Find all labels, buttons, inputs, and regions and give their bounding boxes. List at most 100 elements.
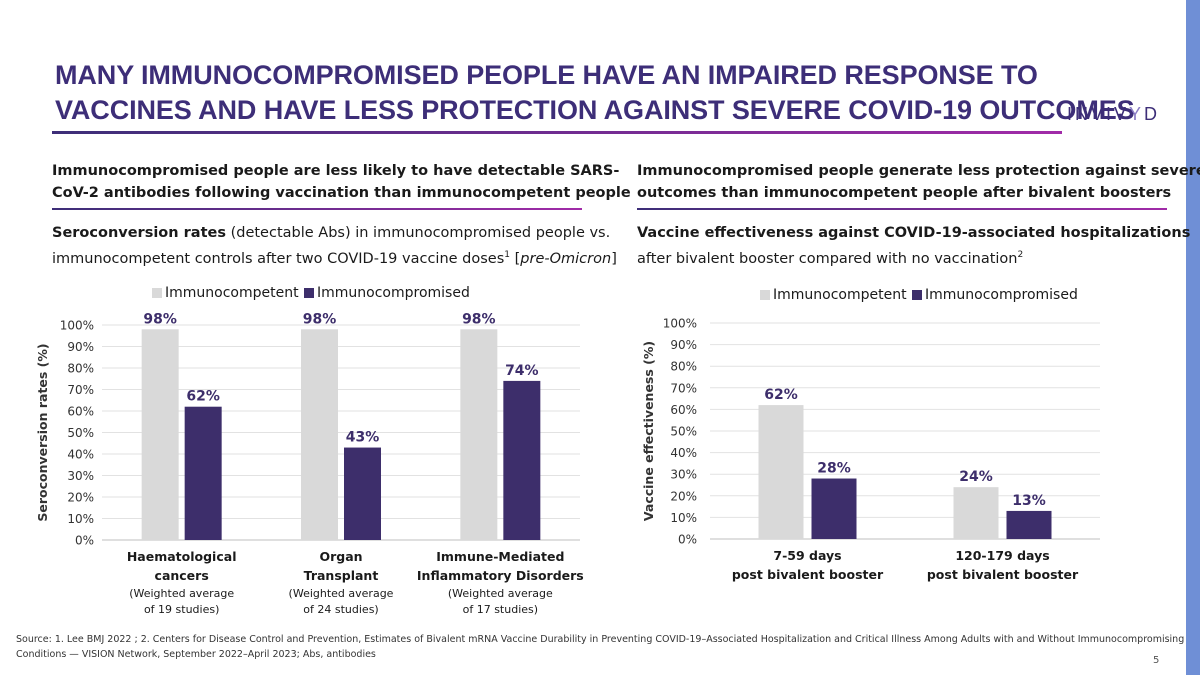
left-subheading: Immunocompromised people are less likely… — [52, 160, 631, 204]
left-chart-bar — [184, 406, 222, 540]
left-chart-category-label: Transplant — [304, 568, 379, 583]
left-chart-y-tick-label: 20% — [67, 491, 94, 505]
right-chart-y-tick-label: 100% — [663, 317, 697, 331]
logo-text-main: INVIV — [1067, 104, 1130, 124]
left-chart-y-tick-label: 30% — [67, 469, 94, 483]
source-footnote: Source: 1. Lee BMJ 2022 ; 2. Centers for… — [16, 632, 1185, 662]
right-chart-y-tick-label: 30% — [670, 468, 697, 482]
right-chart-category-label: 7-59 days — [773, 548, 841, 563]
left-chart-data-label: 43% — [346, 430, 380, 446]
left-chart-y-tick-label: 50% — [67, 426, 94, 440]
right-chart-bar — [758, 405, 804, 539]
left-chart-legend-label: Immunocompetent — [165, 285, 299, 301]
right-divider — [637, 208, 1167, 210]
logo-text-accent: Y — [1129, 104, 1145, 124]
right-chart-data-label: 13% — [1012, 493, 1046, 509]
left-chart-bar — [460, 329, 498, 540]
left-description: Seroconversion rates (detectable Abs) in… — [52, 222, 617, 270]
left-description-bold: Seroconversion rates — [52, 225, 226, 241]
left-chart-data-label: 74% — [505, 363, 539, 379]
slide-title: MANY IMMUNOCOMPROMISED PEOPLE HAVE AN IM… — [55, 58, 1135, 128]
right-chart-y-tick-label: 70% — [670, 381, 697, 395]
left-subheading-line-2: CoV-2 antibodies following vaccination t… — [52, 185, 631, 201]
right-chart-y-tick-label: 80% — [670, 360, 697, 374]
left-chart-category-label: Inflammatory Disorders — [417, 568, 584, 583]
left-description-line-1: (detectable Abs) in immunocompromised pe… — [225, 225, 611, 241]
left-chart-y-tick-label: 60% — [67, 405, 94, 419]
right-chart-y-axis-label: Vaccine effectiveness (%) — [641, 341, 656, 521]
left-chart-data-label: 62% — [186, 389, 220, 405]
page-number: 5 — [1153, 655, 1160, 666]
left-description-bracket-open: [ — [510, 250, 521, 267]
right-chart-y-tick-label: 90% — [670, 338, 697, 352]
right-description-line-2: after bivalent booster compared with no … — [637, 250, 1018, 267]
right-chart-y-tick-label: 0% — [678, 533, 697, 547]
left-chart-category-label: Haematological — [127, 549, 237, 564]
footnote-line-1: Source: 1. Lee BMJ 2022 ; 2. Centers for… — [16, 634, 1185, 645]
left-chart-bar — [503, 380, 541, 540]
company-logo: INVIVYD — [1067, 104, 1160, 125]
left-chart-category-note: of 19 studies) — [144, 603, 219, 616]
footnote-line-2: Conditions — VISION Network, September 2… — [16, 649, 376, 660]
right-chart-legend-swatch — [760, 290, 770, 300]
title-divider — [52, 131, 1062, 134]
left-chart-y-axis-label: Seroconversion rates (%) — [35, 343, 50, 521]
left-chart-data-label: 98% — [462, 311, 496, 327]
right-chart-category-label: post bivalent booster — [927, 567, 1079, 582]
left-chart-y-tick-label: 70% — [67, 383, 94, 397]
right-chart-data-label: 62% — [764, 387, 798, 403]
left-chart-legend-swatch — [304, 288, 314, 298]
left-description-sup: 1 — [504, 250, 511, 260]
right-chart-category-label: 120-179 days — [955, 548, 1049, 563]
right-chart-legend-label: Immunocompromised — [925, 287, 1078, 303]
left-chart-category-label: cancers — [155, 568, 209, 583]
title-line-1: MANY IMMUNOCOMPROMISED PEOPLE HAVE AN IM… — [55, 60, 1038, 90]
left-divider — [52, 208, 582, 210]
left-chart-y-tick-label: 0% — [75, 534, 94, 548]
right-chart-y-tick-label: 60% — [670, 403, 697, 417]
right-chart-data-label: 24% — [959, 469, 993, 485]
right-chart-y-tick-label: 20% — [670, 489, 697, 503]
left-chart-data-label: 98% — [303, 311, 337, 327]
right-description-bold: Vaccine effectiveness against COVID-19-a… — [637, 225, 1191, 241]
right-chart-bar — [1006, 510, 1052, 539]
left-chart-legend-label: Immunocompromised — [317, 285, 470, 301]
left-chart-category-note: (Weighted average — [289, 587, 394, 600]
left-subheading-line-1: Immunocompromised people are less likely… — [52, 163, 620, 179]
left-chart-legend-swatch — [152, 288, 162, 298]
right-description-sup: 2 — [1017, 250, 1024, 260]
left-description-italic: pre-Omicron — [520, 250, 612, 267]
left-chart-category-label: Immune-Mediated — [436, 549, 564, 564]
right-chart-y-tick-label: 50% — [670, 425, 697, 439]
left-chart-bar — [344, 447, 381, 540]
left-chart-category-note: (Weighted average — [448, 587, 553, 600]
right-chart-bar — [811, 478, 857, 539]
left-chart-bar — [141, 329, 179, 540]
left-chart-category-note: of 24 studies) — [303, 603, 378, 616]
right-chart-y-tick-label: 10% — [670, 511, 697, 525]
left-chart-category-label: Organ — [319, 549, 362, 564]
left-chart-data-label: 98% — [143, 311, 177, 327]
right-chart-data-label: 28% — [817, 461, 851, 477]
right-chart-y-tick-label: 40% — [670, 446, 697, 460]
right-subheading-line-1: Immunocompromised people generate less p… — [637, 163, 1200, 179]
title-line-2: VACCINES AND HAVE LESS PROTECTION AGAINS… — [55, 95, 1135, 125]
right-chart-bar — [953, 487, 999, 539]
right-subheading-line-2: outcomes than immunocompetent people aft… — [637, 185, 1172, 201]
right-chart-legend-swatch — [912, 290, 922, 300]
right-chart-category-label: post bivalent booster — [732, 567, 884, 582]
left-chart-category-note: of 17 studies) — [463, 603, 538, 616]
left-chart-y-tick-label: 90% — [67, 340, 94, 354]
accent-strip — [1186, 0, 1200, 675]
left-description-bracket-close: ] — [611, 250, 617, 267]
right-subheading: Immunocompromised people generate less p… — [637, 160, 1200, 204]
left-chart-category-note: (Weighted average — [129, 587, 234, 600]
right-description: Vaccine effectiveness against COVID-19-a… — [637, 222, 1190, 270]
left-chart-bar — [301, 329, 338, 540]
left-description-line-2: immunocompetent controls after two COVID… — [52, 250, 505, 267]
right-chart-legend-label: Immunocompetent — [773, 287, 907, 303]
left-chart-y-tick-label: 10% — [67, 512, 94, 526]
left-chart-y-tick-label: 80% — [67, 362, 94, 376]
seroconversion-chart: 0% 10% 20% 30% 40% 50% 60% 70% 80% 90% 100% Serocon… — [35, 285, 584, 616]
left-chart-y-tick-label: 100% — [60, 319, 94, 333]
